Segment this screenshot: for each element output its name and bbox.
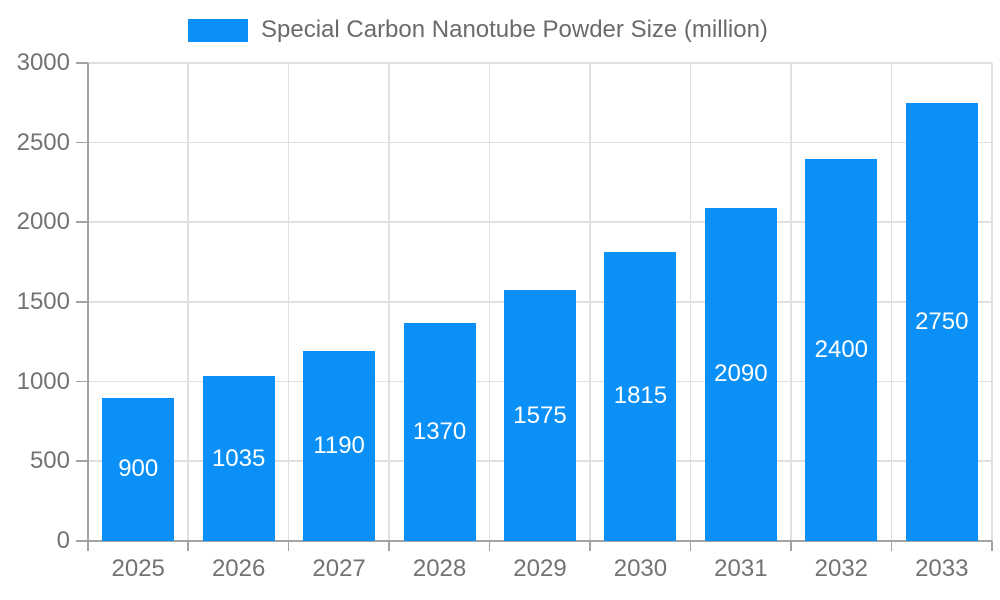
x-tick-label: 2031 bbox=[714, 555, 768, 582]
gridline-vertical bbox=[488, 63, 491, 541]
y-axis-tick bbox=[76, 62, 88, 64]
x-tick-label: 2027 bbox=[312, 555, 366, 582]
y-axis-line bbox=[87, 63, 89, 541]
gridline-vertical bbox=[589, 63, 591, 541]
x-axis-tick bbox=[187, 541, 189, 551]
gridline-horizontal bbox=[88, 141, 992, 144]
x-tick-label: 2025 bbox=[111, 555, 165, 582]
y-axis-tick bbox=[76, 301, 88, 303]
bar-2032 bbox=[805, 158, 878, 541]
x-axis-tick bbox=[287, 541, 290, 551]
x-tick-label: 2030 bbox=[613, 555, 668, 582]
y-tick-label: 2000 bbox=[16, 208, 70, 236]
x-axis-tick bbox=[589, 541, 591, 551]
y-axis-tick bbox=[76, 460, 88, 462]
x-axis-tick bbox=[790, 541, 792, 551]
bar-value-label: 1035 bbox=[211, 444, 266, 472]
gridline-vertical bbox=[187, 63, 189, 541]
y-tick-label: 0 bbox=[56, 527, 70, 554]
x-axis-tick bbox=[488, 541, 491, 551]
y-tick-label: 3000 bbox=[16, 49, 70, 76]
legend-swatch bbox=[188, 18, 248, 42]
y-tick-label: 1500 bbox=[16, 288, 70, 315]
x-axis-tick bbox=[991, 541, 993, 551]
gridline-vertical bbox=[790, 63, 792, 541]
bar-value-label: 2750 bbox=[915, 307, 969, 335]
x-axis-tick bbox=[689, 541, 692, 551]
bar-value-label: 2400 bbox=[814, 335, 869, 363]
y-axis-tick bbox=[76, 221, 88, 223]
x-axis-line bbox=[87, 540, 992, 542]
chart-legend: Special Carbon Nanotube Powder Size (mil… bbox=[188, 16, 768, 43]
y-tick-label: 1000 bbox=[16, 367, 70, 395]
x-tick-label: 2032 bbox=[814, 555, 869, 582]
bar-2031 bbox=[704, 207, 777, 541]
gridline-horizontal bbox=[88, 62, 992, 64]
gridline-vertical bbox=[689, 63, 692, 541]
y-axis-tick bbox=[76, 380, 88, 383]
legend-label: Special Carbon Nanotube Powder Size (mil… bbox=[261, 16, 768, 43]
gridline-vertical bbox=[388, 63, 390, 541]
bar-value-label: 1370 bbox=[412, 417, 467, 445]
x-tick-label: 2026 bbox=[211, 555, 266, 582]
gridline-vertical bbox=[890, 63, 893, 541]
bar-value-label: 900 bbox=[118, 455, 159, 483]
x-axis-tick bbox=[890, 541, 893, 551]
x-tick-label: 2029 bbox=[513, 555, 567, 582]
gridline-vertical bbox=[287, 63, 290, 541]
bar-2026 bbox=[202, 376, 275, 541]
x-axis-tick bbox=[388, 541, 390, 551]
bar-2029 bbox=[504, 290, 576, 541]
gridline-vertical bbox=[991, 63, 993, 541]
y-axis-tick bbox=[76, 141, 88, 144]
y-tick-label: 2500 bbox=[16, 128, 70, 156]
bar-value-label: 2090 bbox=[714, 360, 768, 388]
x-tick-label: 2028 bbox=[412, 555, 467, 582]
bar-value-label: 1815 bbox=[613, 382, 668, 410]
bar-2033 bbox=[905, 102, 978, 541]
bar-2025 bbox=[102, 397, 175, 541]
y-axis-tick bbox=[76, 540, 88, 542]
x-axis-tick bbox=[87, 541, 89, 551]
bar-2030 bbox=[604, 251, 677, 541]
bar-2028 bbox=[403, 322, 476, 541]
bar-value-label: 1190 bbox=[313, 432, 365, 460]
bar-value-label: 1575 bbox=[513, 401, 567, 429]
y-tick-label: 500 bbox=[29, 447, 70, 475]
x-tick-label: 2033 bbox=[915, 555, 969, 582]
bar-2027 bbox=[303, 351, 376, 541]
gridline-horizontal bbox=[88, 221, 992, 223]
